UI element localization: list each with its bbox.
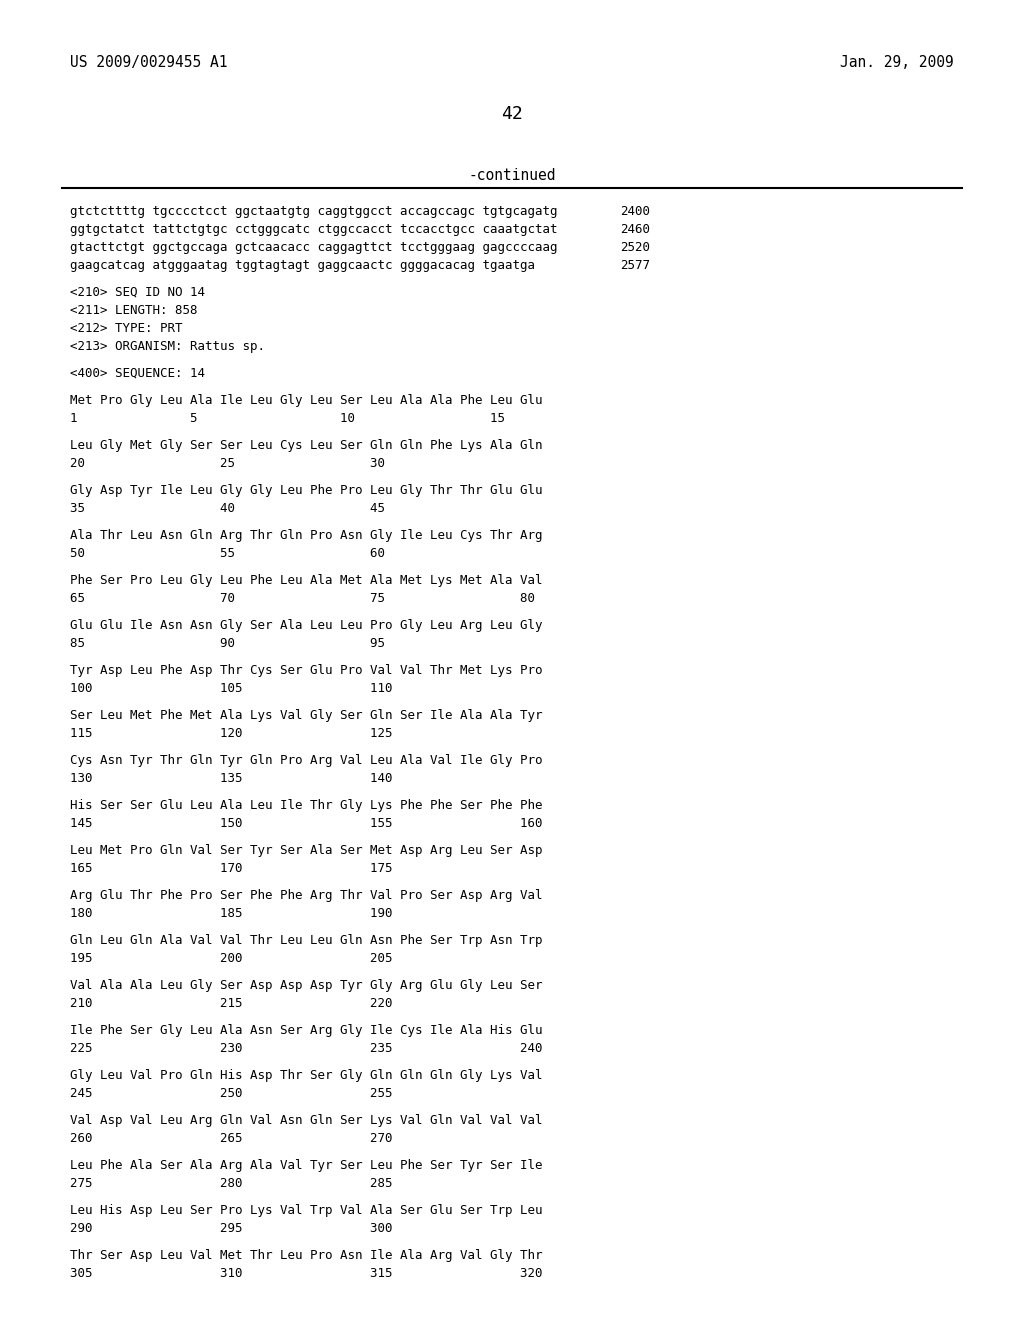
Text: Gly Asp Tyr Ile Leu Gly Gly Leu Phe Pro Leu Gly Thr Thr Glu Glu: Gly Asp Tyr Ile Leu Gly Gly Leu Phe Pro … bbox=[70, 484, 543, 498]
Text: 65                  70                  75                  80: 65 70 75 80 bbox=[70, 591, 535, 605]
Text: Val Asp Val Leu Arg Gln Val Asn Gln Ser Lys Val Gln Val Val Val: Val Asp Val Leu Arg Gln Val Asn Gln Ser … bbox=[70, 1114, 543, 1127]
Text: Ala Thr Leu Asn Gln Arg Thr Gln Pro Asn Gly Ile Leu Cys Thr Arg: Ala Thr Leu Asn Gln Arg Thr Gln Pro Asn … bbox=[70, 529, 543, 543]
Text: Tyr Asp Leu Phe Asp Thr Cys Ser Glu Pro Val Val Thr Met Lys Pro: Tyr Asp Leu Phe Asp Thr Cys Ser Glu Pro … bbox=[70, 664, 543, 677]
Text: 20                  25                  30: 20 25 30 bbox=[70, 457, 385, 470]
Text: 2400: 2400 bbox=[620, 205, 650, 218]
Text: 145                 150                 155                 160: 145 150 155 160 bbox=[70, 817, 543, 830]
Text: Arg Glu Thr Phe Pro Ser Phe Phe Arg Thr Val Pro Ser Asp Arg Val: Arg Glu Thr Phe Pro Ser Phe Phe Arg Thr … bbox=[70, 888, 543, 902]
Text: Jan. 29, 2009: Jan. 29, 2009 bbox=[841, 55, 954, 70]
Text: 305                 310                 315                 320: 305 310 315 320 bbox=[70, 1267, 543, 1280]
Text: 35                  40                  45: 35 40 45 bbox=[70, 502, 385, 515]
Text: 2577: 2577 bbox=[620, 259, 650, 272]
Text: 260                 265                 270: 260 265 270 bbox=[70, 1133, 392, 1144]
Text: 2520: 2520 bbox=[620, 242, 650, 253]
Text: 290                 295                 300: 290 295 300 bbox=[70, 1222, 392, 1236]
Text: 50                  55                  60: 50 55 60 bbox=[70, 546, 385, 560]
Text: Thr Ser Asp Leu Val Met Thr Leu Pro Asn Ile Ala Arg Val Gly Thr: Thr Ser Asp Leu Val Met Thr Leu Pro Asn … bbox=[70, 1249, 543, 1262]
Text: 115                 120                 125: 115 120 125 bbox=[70, 727, 392, 741]
Text: 42: 42 bbox=[501, 106, 523, 123]
Text: 2460: 2460 bbox=[620, 223, 650, 236]
Text: Cys Asn Tyr Thr Gln Tyr Gln Pro Arg Val Leu Ala Val Ile Gly Pro: Cys Asn Tyr Thr Gln Tyr Gln Pro Arg Val … bbox=[70, 754, 543, 767]
Text: His Ser Ser Glu Leu Ala Leu Ile Thr Gly Lys Phe Phe Ser Phe Phe: His Ser Ser Glu Leu Ala Leu Ile Thr Gly … bbox=[70, 799, 543, 812]
Text: 165                 170                 175: 165 170 175 bbox=[70, 862, 392, 875]
Text: <400> SEQUENCE: 14: <400> SEQUENCE: 14 bbox=[70, 367, 205, 380]
Text: Ile Phe Ser Gly Leu Ala Asn Ser Arg Gly Ile Cys Ile Ala His Glu: Ile Phe Ser Gly Leu Ala Asn Ser Arg Gly … bbox=[70, 1024, 543, 1038]
Text: gaagcatcag atgggaatag tggtagtagt gaggcaactc ggggacacag tgaatga: gaagcatcag atgggaatag tggtagtagt gaggcaa… bbox=[70, 259, 535, 272]
Text: -continued: -continued bbox=[468, 168, 556, 183]
Text: 225                 230                 235                 240: 225 230 235 240 bbox=[70, 1041, 543, 1055]
Text: Gly Leu Val Pro Gln His Asp Thr Ser Gly Gln Gln Gln Gly Lys Val: Gly Leu Val Pro Gln His Asp Thr Ser Gly … bbox=[70, 1069, 543, 1082]
Text: Leu Phe Ala Ser Ala Arg Ala Val Tyr Ser Leu Phe Ser Tyr Ser Ile: Leu Phe Ala Ser Ala Arg Ala Val Tyr Ser … bbox=[70, 1159, 543, 1172]
Text: Gln Leu Gln Ala Val Val Thr Leu Leu Gln Asn Phe Ser Trp Asn Trp: Gln Leu Gln Ala Val Val Thr Leu Leu Gln … bbox=[70, 935, 543, 946]
Text: 195                 200                 205: 195 200 205 bbox=[70, 952, 392, 965]
Text: <211> LENGTH: 858: <211> LENGTH: 858 bbox=[70, 304, 198, 317]
Text: 245                 250                 255: 245 250 255 bbox=[70, 1086, 392, 1100]
Text: Leu Gly Met Gly Ser Ser Leu Cys Leu Ser Gln Gln Phe Lys Ala Gln: Leu Gly Met Gly Ser Ser Leu Cys Leu Ser … bbox=[70, 440, 543, 451]
Text: gtacttctgt ggctgccaga gctcaacacc caggagttct tcctgggaag gagccccaag: gtacttctgt ggctgccaga gctcaacacc caggagt… bbox=[70, 242, 557, 253]
Text: 275                 280                 285: 275 280 285 bbox=[70, 1177, 392, 1191]
Text: Glu Glu Ile Asn Asn Gly Ser Ala Leu Leu Pro Gly Leu Arg Leu Gly: Glu Glu Ile Asn Asn Gly Ser Ala Leu Leu … bbox=[70, 619, 543, 632]
Text: <212> TYPE: PRT: <212> TYPE: PRT bbox=[70, 322, 182, 335]
Text: Leu Met Pro Gln Val Ser Tyr Ser Ala Ser Met Asp Arg Leu Ser Asp: Leu Met Pro Gln Val Ser Tyr Ser Ala Ser … bbox=[70, 843, 543, 857]
Text: Val Ala Ala Leu Gly Ser Asp Asp Asp Tyr Gly Arg Glu Gly Leu Ser: Val Ala Ala Leu Gly Ser Asp Asp Asp Tyr … bbox=[70, 979, 543, 993]
Text: 130                 135                 140: 130 135 140 bbox=[70, 772, 392, 785]
Text: Leu His Asp Leu Ser Pro Lys Val Trp Val Ala Ser Glu Ser Trp Leu: Leu His Asp Leu Ser Pro Lys Val Trp Val … bbox=[70, 1204, 543, 1217]
Text: 1               5                   10                  15: 1 5 10 15 bbox=[70, 412, 505, 425]
Text: 100                 105                 110: 100 105 110 bbox=[70, 682, 392, 696]
Text: Ser Leu Met Phe Met Ala Lys Val Gly Ser Gln Ser Ile Ala Ala Tyr: Ser Leu Met Phe Met Ala Lys Val Gly Ser … bbox=[70, 709, 543, 722]
Text: gtctcttttg tgcccctcct ggctaatgtg caggtggcct accagccagc tgtgcagatg: gtctcttttg tgcccctcct ggctaatgtg caggtgg… bbox=[70, 205, 557, 218]
Text: 180                 185                 190: 180 185 190 bbox=[70, 907, 392, 920]
Text: Phe Ser Pro Leu Gly Leu Phe Leu Ala Met Ala Met Lys Met Ala Val: Phe Ser Pro Leu Gly Leu Phe Leu Ala Met … bbox=[70, 574, 543, 587]
Text: 85                  90                  95: 85 90 95 bbox=[70, 638, 385, 649]
Text: US 2009/0029455 A1: US 2009/0029455 A1 bbox=[70, 55, 227, 70]
Text: <213> ORGANISM: Rattus sp.: <213> ORGANISM: Rattus sp. bbox=[70, 341, 265, 352]
Text: 210                 215                 220: 210 215 220 bbox=[70, 997, 392, 1010]
Text: ggtgctatct tattctgtgc cctgggcatc ctggccacct tccacctgcc caaatgctat: ggtgctatct tattctgtgc cctgggcatc ctggcca… bbox=[70, 223, 557, 236]
Text: Met Pro Gly Leu Ala Ile Leu Gly Leu Ser Leu Ala Ala Phe Leu Glu: Met Pro Gly Leu Ala Ile Leu Gly Leu Ser … bbox=[70, 393, 543, 407]
Text: <210> SEQ ID NO 14: <210> SEQ ID NO 14 bbox=[70, 286, 205, 300]
